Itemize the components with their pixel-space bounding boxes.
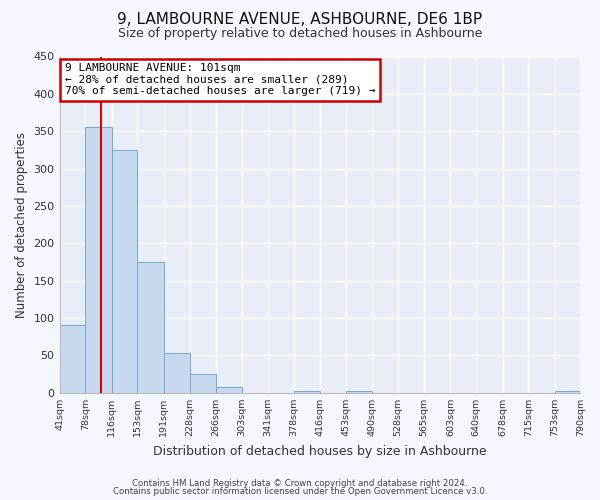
Text: Size of property relative to detached houses in Ashbourne: Size of property relative to detached ho… (118, 28, 482, 40)
Y-axis label: Number of detached properties: Number of detached properties (15, 132, 28, 318)
Bar (59, 325, 85, 393)
Bar (137, 262, 164, 393)
Bar (164, 353, 190, 393)
Bar (346, 390, 372, 393)
X-axis label: Distribution of detached houses by size in Ashbourne: Distribution of detached houses by size … (153, 444, 487, 458)
Bar (216, 387, 242, 393)
Text: Contains public sector information licensed under the Open Government Licence v3: Contains public sector information licen… (113, 487, 487, 496)
Text: Contains HM Land Registry data © Crown copyright and database right 2024.: Contains HM Land Registry data © Crown c… (132, 478, 468, 488)
Text: 9 LAMBOURNE AVENUE: 101sqm
← 28% of detached houses are smaller (289)
70% of sem: 9 LAMBOURNE AVENUE: 101sqm ← 28% of deta… (65, 63, 375, 96)
Bar (190, 374, 216, 393)
Bar (555, 390, 581, 393)
Bar (85, 128, 112, 393)
Bar (294, 390, 320, 393)
Text: 9, LAMBOURNE AVENUE, ASHBOURNE, DE6 1BP: 9, LAMBOURNE AVENUE, ASHBOURNE, DE6 1BP (118, 12, 482, 28)
Bar (112, 150, 137, 393)
